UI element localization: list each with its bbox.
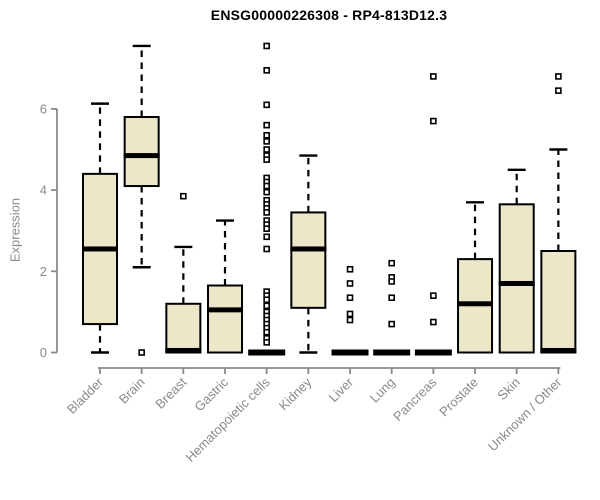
y-tick-label: 4 [40,183,47,198]
x-tick-label: Kidney [276,374,315,413]
boxplot-skin [498,168,535,354]
outlier-marker [263,209,270,216]
outlier-marker [263,302,270,310]
x-tick-label: Brain [116,375,148,407]
boxplot-liver [331,265,369,356]
x-tick-label: Unknown / Other [485,374,565,454]
outlier-marker [263,339,270,346]
outlier-marker [555,73,562,80]
outlier-marker [263,225,270,232]
collapsed-box-bar [331,349,369,356]
x-tick-label: Skin [494,375,522,403]
boxplot-prostate [457,201,494,354]
y-tick-label: 2 [40,264,47,279]
outlier-marker [346,294,354,301]
outlier-marker [263,42,270,50]
y-tick-label: 0 [40,345,47,360]
collapsed-box-bar [373,349,411,356]
outlier-marker [346,265,354,273]
y-tick-label: 6 [40,101,47,116]
outlier-marker [263,156,270,163]
boxplot-lung [373,259,411,356]
box-rect [290,211,327,309]
outlier-marker [430,318,437,326]
x-tick-label: Prostate [436,375,481,420]
outlier-marker [388,320,395,328]
boxplot-bladder [82,102,118,354]
outlier-marker [263,131,270,139]
median-line [498,280,535,286]
outlier-marker [263,233,270,241]
x-tick-label: Breast [152,374,189,411]
outlier-marker [138,349,145,356]
outlier-marker [263,121,270,129]
outlier-marker [263,101,270,109]
boxplot-hematopoietic-cells [248,42,286,356]
box-rect [165,302,202,354]
median-line [540,347,577,353]
outlier-marker [555,87,562,94]
boxplot-gastric [207,219,244,354]
collapsed-box-bar [248,349,286,356]
outlier-marker [263,146,270,153]
chart-title: ENSG00000226308 - RP4-813D12.3 [210,7,448,23]
median-line [165,347,202,353]
median-line [123,153,160,159]
outlier-marker [263,188,270,196]
outlier-marker [263,245,270,253]
outlier-marker [263,67,270,74]
boxplot-unknown-other [540,73,577,354]
x-tick-label: Pancreas [390,374,440,424]
median-line [290,246,327,252]
median-line [207,307,244,313]
outlier-marker [263,296,270,304]
outlier-marker [346,316,354,324]
outlier-marker [180,192,187,200]
x-tick-label: Lung [367,375,398,406]
median-line [457,301,494,307]
x-tick-label: Bladder [64,374,107,417]
boxplot-breast [165,192,202,354]
box-rect [123,116,160,188]
outlier-marker [388,278,395,285]
outlier-marker [263,328,270,336]
outlier-marker [430,292,437,299]
box-rect [207,284,244,354]
outlier-marker [430,117,437,125]
boxplot-brain [123,44,160,356]
box-rect [498,203,535,354]
x-tick-label: Liver [326,374,357,405]
median-line [82,246,118,252]
collapsed-box-bar [414,349,452,356]
outlier-marker [388,259,395,267]
outlier-marker [263,138,270,145]
outlier-marker [388,294,395,301]
outlier-marker [263,182,270,190]
outlier-marker [346,310,354,318]
x-tick-label: Gastric [191,374,231,414]
boxplot-pancreas [414,73,452,356]
box-rect [540,250,577,354]
outlier-marker [430,73,437,80]
outlier-marker [346,280,354,287]
boxplot-kidney [290,154,327,354]
